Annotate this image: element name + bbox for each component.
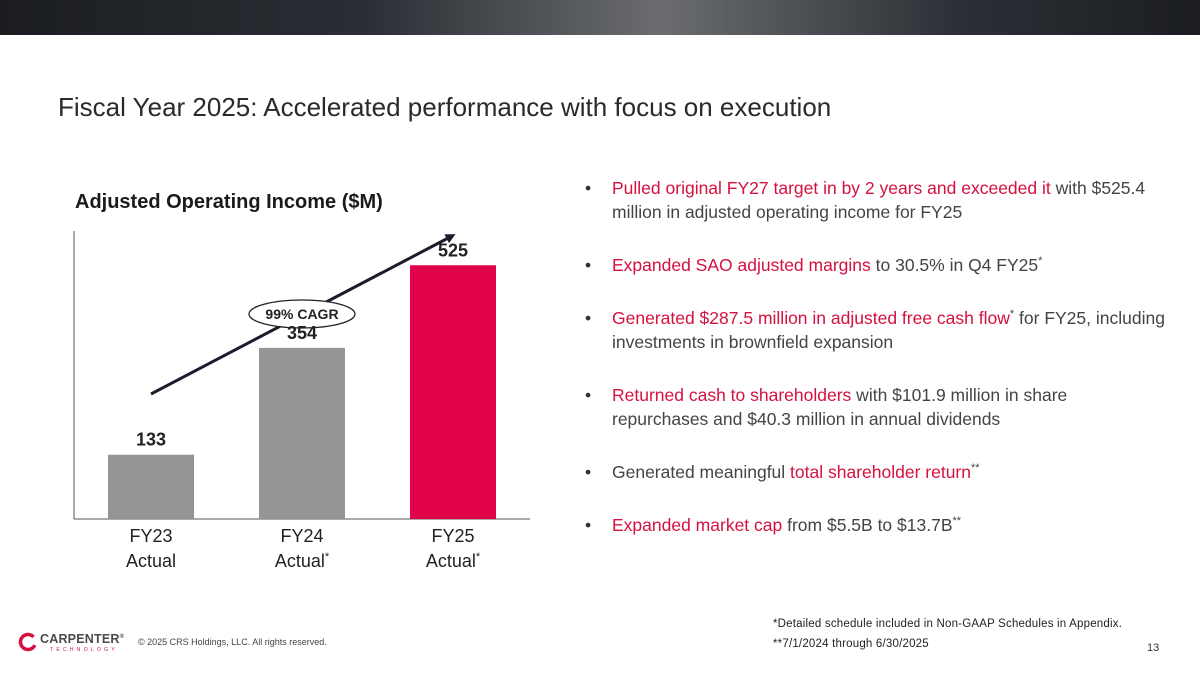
bullet-item: Returned cash to shareholders with $101.… [585, 383, 1165, 431]
logo-subtitle: TECHNOLOGY [50, 647, 119, 653]
footnote-mark: ** [971, 462, 980, 475]
bar-chart: 99% CAGR 133 FY23 Actual 354 FY24 Actual* 525 F… [73, 231, 530, 571]
bullet-item: Expanded market cap from $5.5B to $13.7B… [585, 513, 1165, 537]
logo-icon [18, 632, 38, 652]
x-tick-label: FY24 [280, 526, 323, 546]
x-tick-label: FY23 [129, 526, 172, 546]
bullet-highlight: Generated $287.5 million in adjusted fre… [612, 308, 1010, 328]
highlights-list: Pulled original FY27 target in by 2 year… [585, 176, 1165, 566]
copyright-text: © 2025 CRS Holdings, LLC. All rights res… [138, 637, 327, 647]
cagr-ellipse [248, 299, 356, 329]
bullet-highlight: Pulled original FY27 target in by 2 year… [612, 178, 1051, 198]
logo-wordmark: CARPENTER® [40, 632, 125, 646]
footnote-mark: * [1038, 255, 1043, 268]
x-tick-sublabel: Actual [126, 551, 176, 571]
bar-fy24 [259, 347, 345, 519]
x-tick-sublabel: Actual* [426, 551, 481, 571]
bullet-item: Generated meaningful total shareholder r… [585, 460, 1165, 484]
bullet-highlight: Expanded market cap [612, 515, 783, 535]
bullet-text: Generated meaningful [612, 462, 791, 482]
chart-title: Adjusted Operating Income ($M) [75, 191, 383, 213]
bar-fy23 [108, 454, 194, 519]
footnote-mark: ** [952, 515, 962, 528]
data-label: 133 [136, 430, 166, 450]
bullet-text: to 30.5% in Q4 FY25 [870, 255, 1039, 275]
cagr-annotation: 99% CAGR [248, 299, 356, 329]
bullet-highlight: total shareholder return [790, 462, 971, 482]
bars-group [108, 265, 496, 519]
bar-fy25 [410, 265, 496, 519]
page-title: Fiscal Year 2025: Accelerated performanc… [58, 92, 832, 122]
x-tick-sublabel: Actual* [275, 551, 330, 571]
bullet-highlight: Expanded SAO adjusted margins [612, 255, 871, 275]
cagr-label: 99% CAGR [265, 306, 338, 322]
data-label: 525 [438, 240, 468, 260]
bullet-item: Generated $287.5 million in adjusted fre… [585, 306, 1165, 354]
bullet-text: for FY25, including investments in brown… [612, 308, 1165, 352]
bullet-text: with $101.9 million in share repurchases… [612, 385, 1068, 429]
data-label: 354 [287, 323, 317, 343]
bullet-item: Pulled original FY27 target in by 2 year… [585, 176, 1165, 224]
footnote-2: **7/1/2024 through 6/30/2025 [773, 638, 929, 650]
bullet-text: with $525.4 million in adjusted operatin… [612, 178, 1146, 222]
top-banner [0, 0, 1200, 35]
company-logo: CARPENTER® TECHNOLOGY [18, 630, 128, 654]
footnote-mark: * [1009, 308, 1015, 321]
footnote-1: *Detailed schedule included in Non-GAAP … [773, 618, 1123, 630]
bullet-item: Expanded SAO adjusted margins to 30.5% i… [585, 253, 1165, 277]
footnotes: *Detailed schedule included in Non-GAAP … [773, 614, 1122, 654]
x-tick-label: FY25 [431, 526, 474, 546]
page-number: 13 [1147, 642, 1160, 654]
bullet-highlight: Returned cash to shareholders [612, 385, 852, 405]
bullet-text: from $5.5B to $13.7B [782, 515, 953, 535]
